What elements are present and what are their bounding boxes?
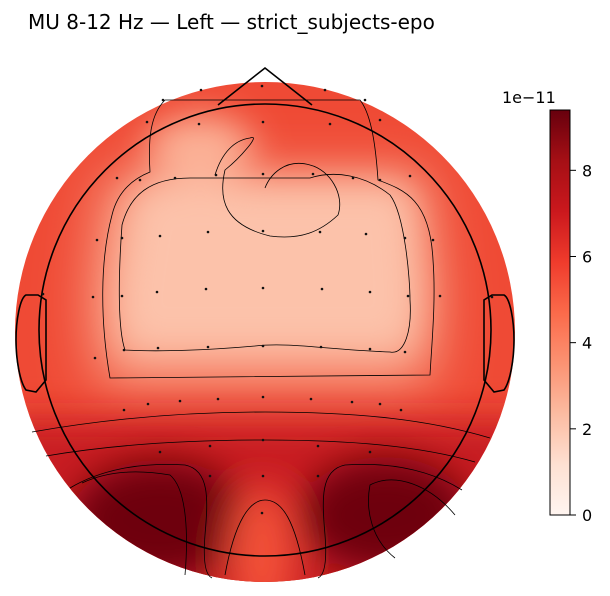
sensor-marker — [206, 345, 210, 349]
colorbar-offset-label: 1e−11 — [502, 88, 556, 107]
colorbar-tick-label: 8 — [582, 161, 592, 180]
contour-midline-occipital — [224, 499, 306, 576]
sensor-marker — [320, 287, 324, 291]
contour-lines — [31, 99, 491, 579]
sensor-marker — [208, 444, 212, 448]
sensor-marker — [438, 294, 442, 298]
sensor-marker — [364, 232, 368, 236]
sensor-marker — [138, 178, 142, 182]
topomap-heatfield — [15, 82, 515, 582]
contour-level-1 — [102, 99, 435, 379]
sensor-marker — [206, 230, 210, 234]
colorbar-tick-label: 2 — [582, 420, 592, 439]
sensor-marker — [261, 395, 265, 399]
contour-level-3 — [45, 439, 476, 463]
sensor-marker — [261, 172, 265, 176]
contour-level-2 — [31, 411, 491, 439]
sensor-marker — [91, 295, 95, 299]
sensor-marker — [122, 348, 126, 352]
sensor-marker — [350, 400, 354, 404]
sensor-marker — [311, 172, 315, 176]
sensor-marker — [120, 294, 124, 298]
head-circle — [38, 103, 492, 557]
contour-frontal-notch — [214, 136, 340, 238]
sensor-marker — [260, 511, 264, 515]
sensor-marker — [146, 402, 150, 406]
sensor-marker — [378, 178, 382, 182]
sensor-marker — [378, 402, 382, 406]
sensor-marker — [316, 444, 320, 448]
sensor-marker — [260, 84, 264, 88]
sensor-marker — [93, 356, 97, 360]
left-ear-icon — [15, 294, 47, 393]
sensor-marker — [197, 122, 201, 126]
colorbar-gradient — [549, 109, 571, 516]
sensor-marker — [261, 474, 265, 478]
sensor-marker — [120, 236, 124, 240]
sensor-marker — [145, 120, 149, 124]
sensor-marker — [199, 88, 203, 92]
sensor-marker — [158, 234, 162, 238]
sensor-marker — [323, 88, 327, 92]
sensor-marker — [122, 408, 126, 412]
sensor-marker — [214, 173, 218, 177]
sensor-marker — [490, 295, 494, 299]
sensor-markers — [41, 84, 494, 515]
colorbar: 1e−11 0 2 4 6 8 — [502, 88, 592, 525]
sensor-marker — [261, 438, 265, 442]
sensor-marker — [261, 229, 265, 233]
sensor-marker — [261, 286, 265, 290]
sensor-marker — [115, 176, 119, 180]
sensor-marker — [368, 347, 372, 351]
colorbar-tick-label: 4 — [582, 334, 592, 353]
sensor-marker — [318, 230, 322, 234]
contour-level-4-right — [317, 464, 463, 579]
colorbar-tick-label: 6 — [582, 247, 592, 266]
contour-peak-right — [368, 479, 456, 559]
sensor-marker — [403, 236, 407, 240]
sensor-marker — [155, 290, 159, 294]
right-ear-icon — [483, 294, 515, 393]
sensor-marker — [161, 98, 165, 102]
sensor-marker — [178, 399, 182, 403]
sensor-marker — [173, 176, 177, 180]
sensor-marker — [316, 474, 320, 478]
sensor-marker — [406, 294, 410, 298]
sensor-marker — [261, 344, 265, 348]
colorbar-tick-label: 0 — [582, 506, 592, 525]
contour-level-1-inner — [118, 173, 411, 353]
sensor-marker — [319, 345, 323, 349]
sensor-marker — [216, 397, 220, 401]
sensor-marker — [431, 238, 435, 242]
sensor-marker — [363, 98, 367, 102]
sensor-marker — [368, 290, 372, 294]
colorbar-ticks: 0 2 4 6 8 — [570, 161, 592, 525]
sensor-marker — [368, 450, 372, 454]
sensor-marker — [95, 238, 99, 242]
chart-title: MU 8-12 Hz — Left — strict_subjects-epo — [28, 10, 435, 34]
sensor-marker — [158, 450, 162, 454]
sensor-marker — [399, 408, 403, 412]
sensor-marker — [403, 350, 407, 354]
head-outline — [15, 66, 515, 557]
sensor-marker — [328, 122, 332, 126]
contour-level-4 — [69, 464, 213, 579]
sensor-marker — [309, 397, 313, 401]
sensor-marker — [41, 292, 45, 296]
sensor-marker — [204, 287, 208, 291]
sensor-marker — [351, 176, 355, 180]
nose-icon — [217, 66, 313, 106]
sensor-marker — [408, 174, 412, 178]
sensor-marker — [208, 474, 212, 478]
sensor-marker — [261, 120, 265, 124]
sensor-marker — [156, 346, 160, 350]
sensor-marker — [378, 118, 382, 122]
